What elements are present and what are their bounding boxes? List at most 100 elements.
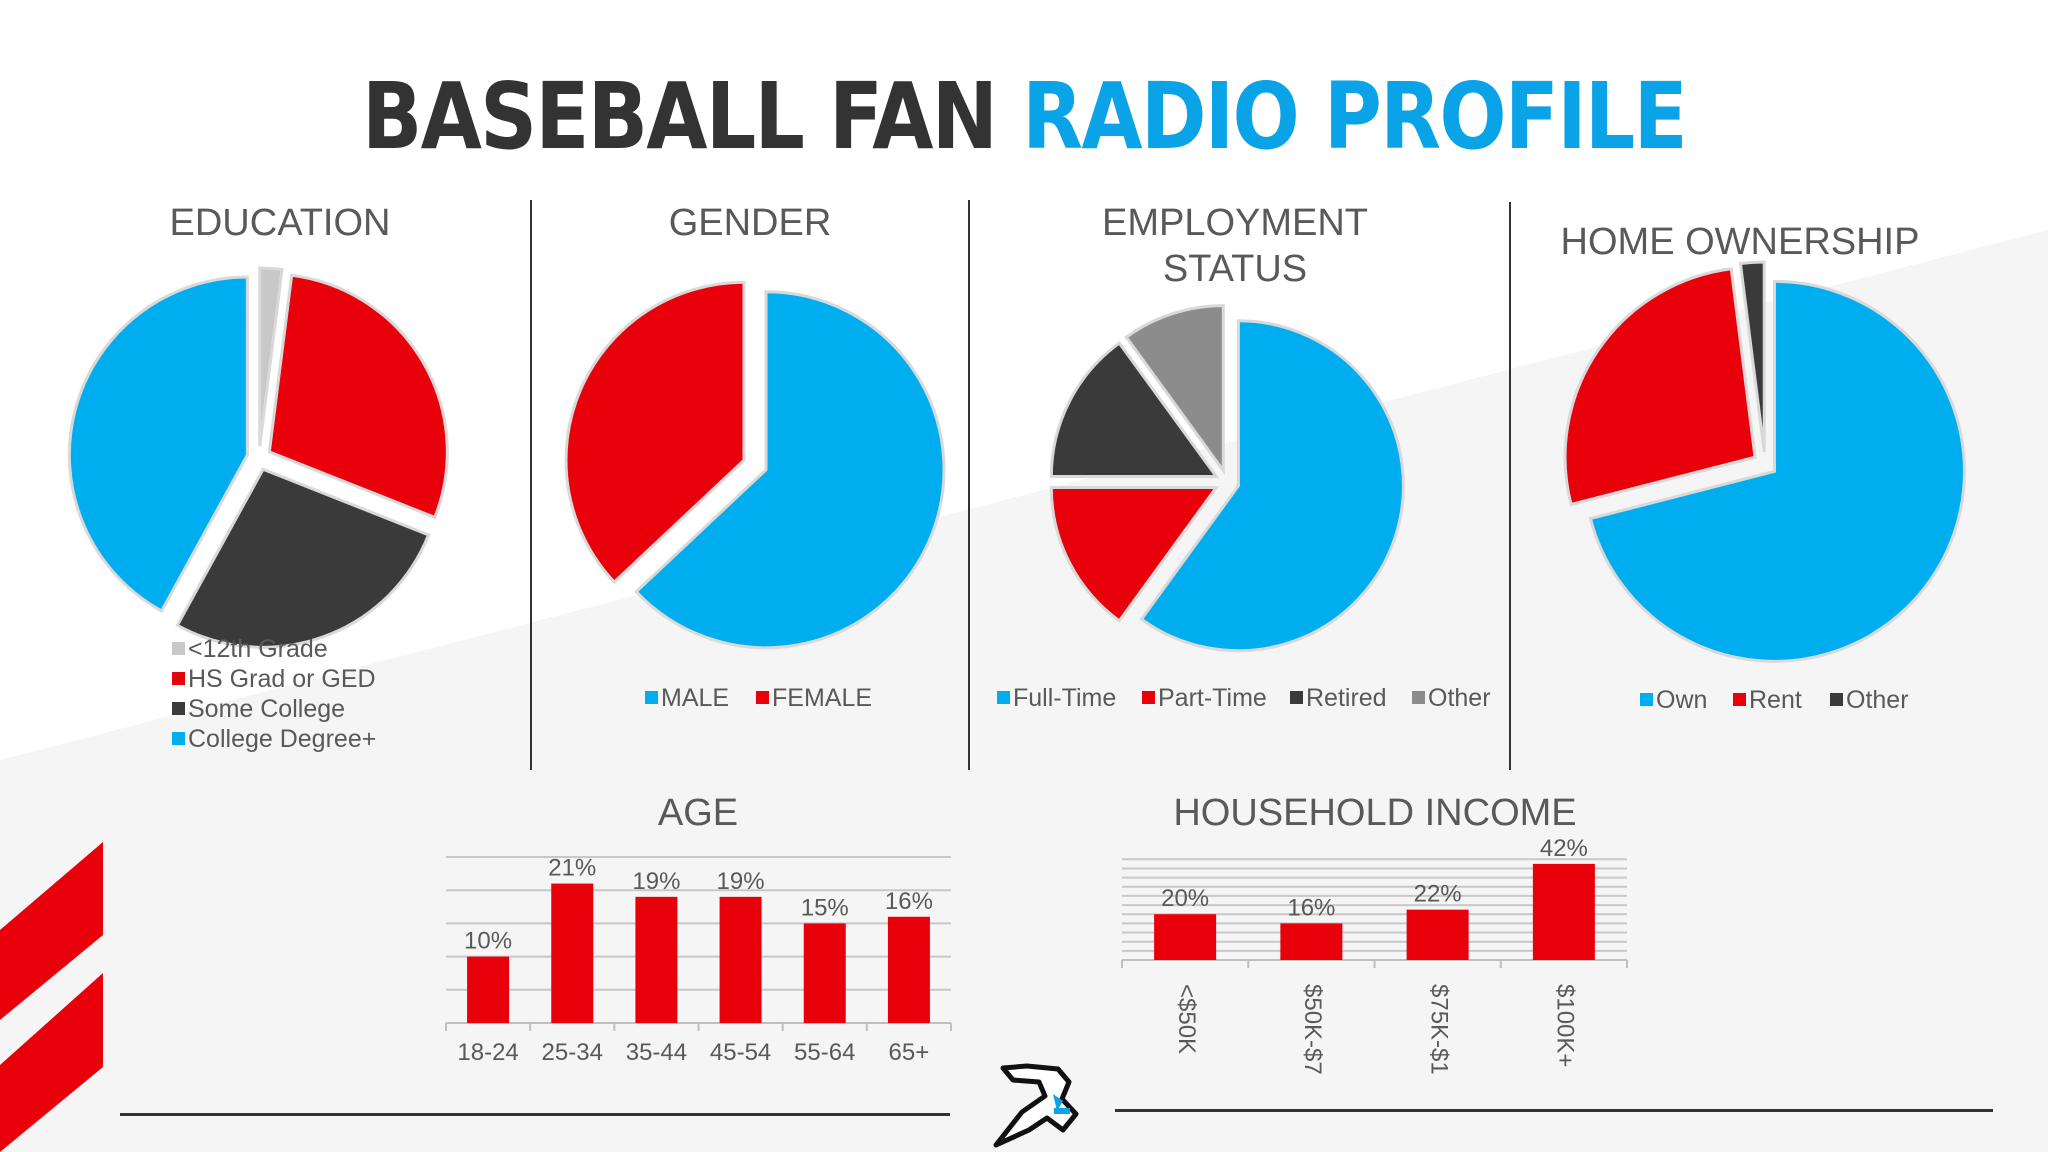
legend-label: Full-Time [1013,684,1117,712]
bar-55-64 [803,923,846,1023]
red-stripe-lower [0,973,103,1152]
bar-18-24 [467,956,510,1023]
legend-item-college-degree: College Degree+ [172,724,376,754]
data-label: 21% [548,855,596,882]
legend-swatch [172,701,185,715]
pie-slice-retired [1049,340,1220,479]
tick-label: <$50K [1173,984,1200,1054]
legend-swatch [1142,690,1155,704]
data-label: 15% [801,894,849,921]
legend-item-part-time: Part-Time [1142,683,1267,713]
pie-slice-own [1588,279,1966,663]
tick-label: 18-24 [457,1039,518,1066]
background-white-band [0,0,2048,760]
bar-75k-1 [1406,909,1469,960]
brand-logo-icon [993,1063,1079,1148]
data-label: 10% [464,928,512,955]
legend-label: Part-Time [1158,684,1267,712]
legend-swatch [1290,690,1303,704]
legend-item-full-time: Full-Time [997,683,1116,713]
page-title-part1: BASEBALL FAN [362,63,998,170]
legend-item-other: Other [1830,685,1909,715]
bar-50k-7 [1280,923,1343,960]
tick-label: 55-64 [794,1039,855,1066]
tick-label: $50K-$7 [1299,984,1326,1075]
pie-slice-12th-grade [258,266,284,447]
page-title-part2: RADIO PROFILE [1022,63,1688,170]
legend-item-retired: Retired [1290,683,1387,713]
legend-item-rent: Rent [1733,685,1802,715]
divider-3 [1509,202,1511,770]
data-label: 20% [1161,885,1209,912]
bar-chart-household-income: 20% <$50K 16% $50K-$7 22% $75K-$1 42% $100K+ [1121,835,1628,1075]
pie-slice-other [1124,304,1225,476]
legend-label: Other [1428,684,1491,712]
legend-label: Other [1846,686,1909,714]
footer-line-right [1115,1109,1993,1112]
legend-swatch [1733,692,1746,706]
chart-title-line: EMPLOYMENT [1101,202,1369,244]
legend-item-other: Other [1412,683,1491,713]
legend-swatch [1830,692,1843,706]
bar-45-54 [719,896,762,1023]
divider-1 [530,200,532,770]
divider-2 [968,200,970,770]
red-stripe-upper [0,842,103,1020]
chart-title-line: STATUS [1162,248,1308,290]
legend-item-12th-grade: <12th Grade [172,634,328,664]
tick-label: 45-54 [710,1039,771,1066]
chart-title: AGE [657,792,739,834]
pie-education [67,266,449,649]
data-label: 42% [1540,835,1588,862]
footer-line-left [120,1113,950,1116]
legend-item-female: FEMALE [756,683,872,713]
bar-35-44 [635,896,678,1023]
chart-title: HOUSEHOLD INCOME [1173,792,1577,834]
bar-chart-age: 10% 18-24 21% 25-34 19% 35-44 19% 45-54 15% 55-64… [445,855,952,1066]
pie-slice-female [564,280,746,585]
pie-slice-other [1738,260,1766,453]
legend-swatch [645,690,658,704]
legend-swatch [172,671,185,685]
chart-title: HOME OWNERSHIP [1560,221,1920,263]
data-label: 16% [885,888,933,915]
pie-gender [564,280,946,650]
legend-item-own: Own [1640,685,1707,715]
data-label: 19% [717,868,765,895]
pie-slice-full-time [1139,319,1405,653]
legend-swatch [997,690,1010,704]
legend-swatch [756,690,769,704]
legend-item-hs-grad-or-ged: HS Grad or GED [172,664,376,694]
legend-label: FEMALE [772,684,873,712]
legend-label: College Degree+ [188,725,377,753]
legend-swatch [1412,690,1425,704]
tick-label: $100K+ [1552,984,1579,1067]
legend-label: <12th Grade [188,635,328,663]
legend-label: Retired [1306,684,1387,712]
pie-slice-hs-grad-or-ged [267,273,449,520]
tick-label: 35-44 [626,1039,687,1066]
legend-swatch [172,731,185,745]
pie-slice-male [634,290,946,650]
tick-label: 25-34 [542,1039,603,1066]
legend-label: HS Grad or GED [188,665,376,693]
pie-slice-some-college [175,467,431,649]
bar-25-34 [551,883,594,1023]
tick-label: 65+ [889,1039,930,1066]
legend-label: Some College [188,695,346,723]
data-label: 19% [632,868,680,895]
pie-slice-part-time [1049,485,1220,624]
chart-title: EMPLOYMENT STATUS [1035,200,1435,292]
legend-swatch [1640,692,1653,706]
chart-title: EDUCATION [169,202,391,244]
data-label: 16% [1287,894,1335,921]
tick-label: $75K-$1 [1425,984,1452,1075]
pie-slice-rent [1563,267,1757,507]
chart-title: GENDER [668,202,832,244]
bar-50k [1154,914,1217,960]
bar-100k [1532,863,1595,960]
pie-employment-status [1049,304,1405,653]
bar-65 [887,916,930,1023]
